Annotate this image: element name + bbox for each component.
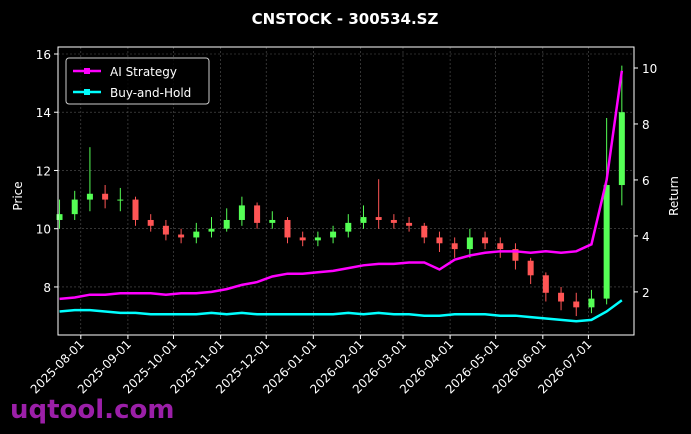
candle-body [132,199,139,220]
y-tick-label: 10 [36,223,51,237]
return-line [59,299,623,323]
candle-body [314,237,321,241]
y2-tick-label: 6 [642,174,650,188]
plot-frame [57,46,635,336]
candle-body [299,237,306,241]
candle-body [208,228,215,232]
watermark: uqtool.com [10,395,174,425]
candle-body [558,292,565,302]
candle-body [86,193,93,200]
candle-body [451,243,458,250]
candle-body [269,219,276,223]
candle-body [345,222,352,232]
candle-body [390,219,397,223]
candle-body [223,219,230,229]
candle-body [603,185,610,299]
y2-tick-label: 8 [642,118,650,132]
legend-marker [84,68,90,74]
y-tick-label: 8 [43,281,51,295]
chart-title: CNSTOCK - 300534.SZ [252,10,439,28]
legend-label: Buy-and-Hold [110,86,191,100]
y-tick-label: 16 [36,48,51,62]
candle-body [162,225,169,235]
candle-body [618,112,625,186]
legend-box [65,57,210,105]
candle-body [375,217,382,220]
legend-label: AI Strategy [110,65,177,79]
candle-body [466,237,473,250]
y-tick-label: 14 [36,106,51,120]
candle-body [254,205,261,223]
y2-tick-label: 10 [642,62,657,76]
candle-body [421,225,428,238]
y2-tick-label: 2 [642,286,650,300]
candle-body [238,205,245,220]
legend-marker [84,89,90,95]
candle-body [56,214,63,220]
return-line [59,70,624,301]
candle-body [178,234,185,238]
candle-body [284,219,291,238]
candle-body [330,231,337,238]
candle-body [588,298,595,308]
candle-body [482,237,489,244]
candle-body [406,222,413,226]
candle-body [71,199,78,215]
candle-body [360,217,367,223]
y2-axis-label: Return [667,176,681,216]
candle-body [542,275,549,293]
y-tick-label: 12 [36,164,51,178]
candle-body [436,237,443,244]
candle-body [102,193,109,200]
candle-body [193,231,200,238]
candle-body [512,249,519,261]
candle-body [147,219,154,226]
candle-body [497,243,504,250]
candle-body [573,301,580,308]
candle-body [527,260,534,276]
y2-tick-label: 4 [642,230,650,244]
candle-body [117,199,124,201]
y-axis-label: Price [11,181,25,210]
